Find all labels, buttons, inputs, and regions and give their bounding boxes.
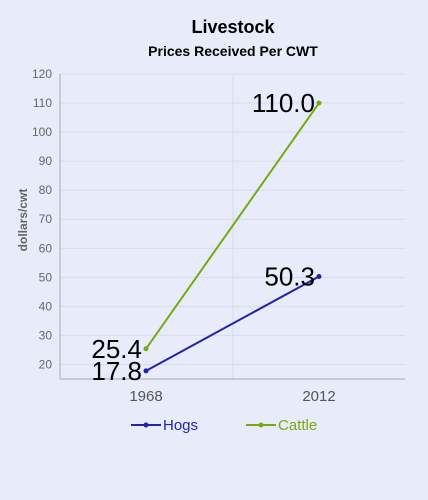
series-line-hogs	[145, 275, 320, 372]
y-tick-label: 120	[32, 67, 52, 81]
y-tick-label: 50	[39, 270, 53, 284]
y-tick-label: 70	[39, 212, 53, 226]
y-tick-label: 100	[32, 125, 52, 139]
x-tick-label: 2012	[302, 388, 335, 405]
data-label-cattle: 110.0	[252, 88, 315, 118]
y-tick-label: 80	[39, 183, 53, 197]
data-point-cattle	[143, 346, 149, 352]
axes: 20 30 40 50 60 70 80 90 100 110 120 1968 2012	[32, 67, 405, 405]
grid	[60, 73, 405, 379]
y-tick-label: 110	[33, 96, 52, 110]
data-label-hogs: 50.3	[264, 261, 315, 291]
legend-marker-hogs	[143, 422, 149, 428]
data-point-hogs	[316, 273, 322, 279]
legend-label-hogs: Hogs	[163, 417, 198, 434]
data-label-hogs: 17.8	[91, 356, 142, 386]
data-labels: 17.8 50.3 25.4 110.0	[91, 88, 315, 386]
chart-subtitle: Prices Received Per CWT	[148, 43, 318, 59]
y-tick-label: 20	[39, 357, 53, 371]
data-point-cattle	[316, 100, 322, 106]
legend-label-cattle: Cattle	[278, 417, 317, 434]
series-line-cattle	[145, 102, 320, 350]
legend: Hogs Cattle	[131, 417, 317, 434]
x-tick-label: 1968	[129, 388, 162, 405]
y-tick-label: 90	[39, 154, 53, 168]
legend-marker-cattle	[258, 422, 264, 428]
data-point-hogs	[143, 368, 149, 374]
y-tick-label: 60	[39, 241, 53, 255]
y-axis-label: dollars/cwt	[16, 189, 30, 252]
series-layer	[143, 100, 322, 374]
y-tick-label: 40	[39, 299, 53, 313]
data-label-cattle: 25.4	[91, 334, 142, 364]
y-tick-label: 30	[39, 328, 53, 342]
chart-title: Livestock	[191, 17, 275, 37]
